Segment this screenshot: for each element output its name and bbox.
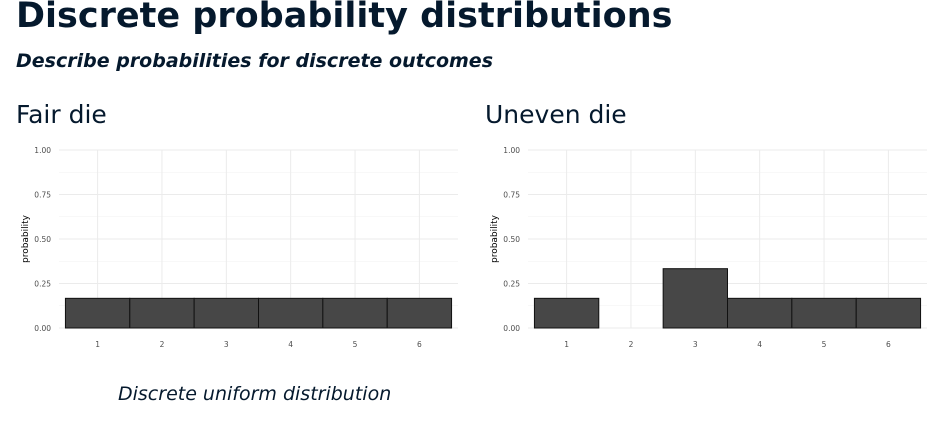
y-tick-label: 0.50 <box>503 235 520 244</box>
bar-5 <box>791 297 857 329</box>
x-tick-label: 6 <box>886 340 891 349</box>
page-title: Discrete probability distributions <box>16 0 673 36</box>
y-tick-label: 1.00 <box>34 146 51 155</box>
bar-3 <box>662 268 728 329</box>
y-tick-label: 0.25 <box>503 280 520 289</box>
x-tick-label: 6 <box>417 340 422 349</box>
uneven-die-heading: Uneven die <box>485 100 627 129</box>
y-tick-label: 0.75 <box>34 191 51 200</box>
x-tick-label: 5 <box>353 340 358 349</box>
y-axis-label: probability <box>490 214 500 263</box>
x-tick-label: 3 <box>693 340 698 349</box>
fair-die-chart: 0.00 0.25 0.50 0.75 1.00 1 2 3 4 5 6 probability <box>21 146 458 349</box>
bar-3 <box>193 297 259 329</box>
bar-2 <box>129 297 195 329</box>
y-tick-label: 0.00 <box>34 324 51 333</box>
y-tick-label: 0.00 <box>503 324 520 333</box>
x-tick-label: 1 <box>564 340 569 349</box>
y-axis-label: probability <box>21 214 31 263</box>
y-tick-label: 0.75 <box>503 191 520 200</box>
x-tick-label: 5 <box>822 340 827 349</box>
uneven-die-chart: 0.00 0.25 0.50 0.75 1.00 1 2 3 4 5 6 probability <box>490 146 927 349</box>
y-tick-label: 1.00 <box>503 146 520 155</box>
x-tick-label: 4 <box>757 340 762 349</box>
bar-6 <box>855 297 922 329</box>
y-tick-label: 0.25 <box>34 280 51 289</box>
bar-6 <box>386 297 453 329</box>
x-tick-label: 3 <box>224 340 229 349</box>
bar-5 <box>322 297 388 329</box>
x-tick-label: 1 <box>95 340 100 349</box>
x-tick-label: 2 <box>629 340 634 349</box>
y-tick-label: 0.50 <box>34 235 51 244</box>
bar-1 <box>533 297 600 329</box>
bar-1 <box>64 297 131 329</box>
x-tick-label: 4 <box>288 340 293 349</box>
bar-4 <box>727 297 793 329</box>
x-tick-label: 2 <box>160 340 165 349</box>
page-subtitle: Describe probabilities for discrete outc… <box>16 50 494 72</box>
bar-4 <box>258 297 324 329</box>
fair-die-heading: Fair die <box>16 100 107 129</box>
distribution-caption: Discrete uniform distribution <box>118 383 392 405</box>
